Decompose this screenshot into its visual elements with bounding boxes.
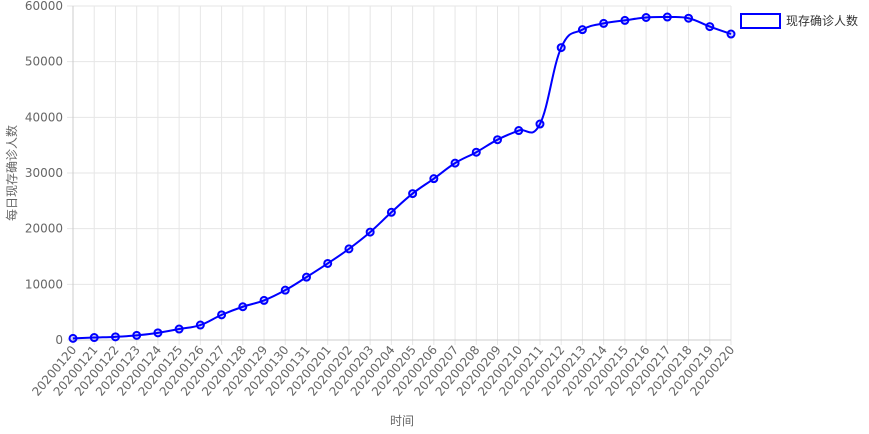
data-point [153, 328, 163, 338]
y-tick-label: 50000 [25, 55, 63, 69]
y-tick-label: 0 [55, 333, 63, 347]
y-axis-title: 每日现存确诊人数 [4, 125, 19, 221]
data-point [726, 29, 736, 39]
data-point [174, 324, 184, 334]
data-point [514, 126, 524, 136]
data-point [662, 12, 672, 22]
y-tick-label: 20000 [25, 222, 63, 236]
data-point [344, 244, 354, 254]
data-point [429, 174, 439, 184]
data-point [599, 18, 609, 28]
data-point [301, 272, 311, 282]
data-point [365, 227, 375, 237]
x-axis-title: 时间 [390, 414, 414, 428]
series-line [72, 15, 732, 340]
data-point [110, 332, 120, 342]
data-point [620, 15, 630, 25]
y-tick-label: 40000 [25, 110, 63, 124]
data-point [641, 13, 651, 23]
data-point [217, 310, 227, 320]
data-point [493, 135, 503, 145]
data-point [195, 320, 205, 330]
data-point [577, 25, 587, 35]
data-point [68, 333, 78, 343]
y-tick-label: 30000 [25, 166, 63, 180]
y-tick-label: 60000 [25, 0, 63, 13]
data-point [535, 119, 545, 129]
data-point [684, 13, 694, 23]
data-point [280, 285, 290, 295]
y-tick-label: 10000 [25, 277, 63, 291]
data-point [450, 158, 460, 168]
data-point [89, 333, 99, 343]
data-point [238, 302, 248, 312]
data-point [556, 43, 566, 53]
data-point [132, 330, 142, 340]
legend-label: 现存确诊人数 [786, 13, 858, 28]
legend-swatch [740, 13, 781, 29]
data-point [386, 207, 396, 217]
data-point [705, 22, 715, 32]
data-point [323, 258, 333, 268]
data-point [259, 295, 269, 305]
data-point [408, 189, 418, 199]
data-point [471, 147, 481, 157]
